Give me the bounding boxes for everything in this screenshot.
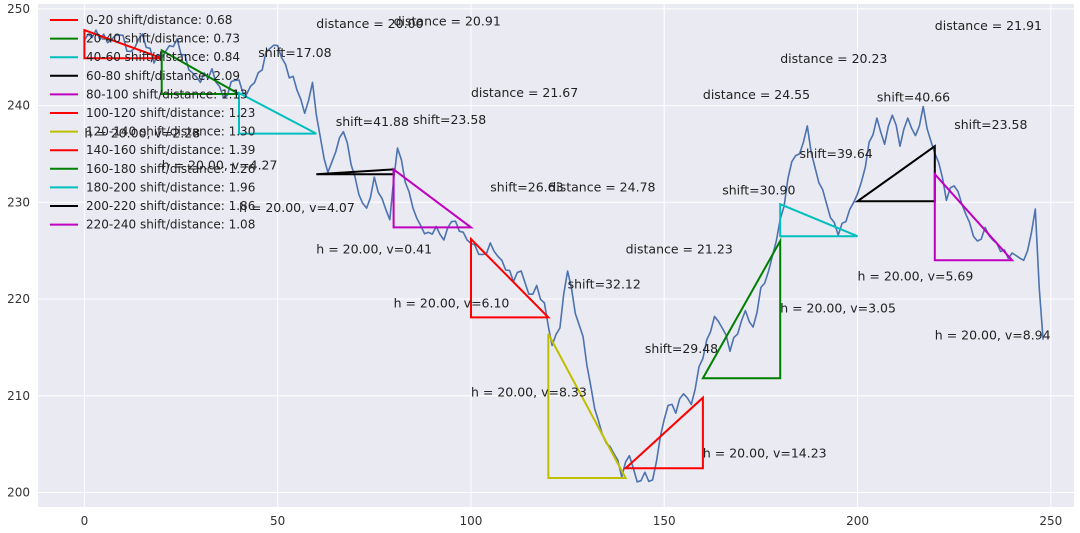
y-tick-label: 220	[7, 292, 30, 306]
y-tick-label: 240	[7, 99, 30, 113]
x-tick-label: 50	[270, 514, 285, 528]
triangle-220-240	[933, 171, 1015, 262]
triangle-120-140	[547, 333, 628, 479]
annotation-label: h = 20.00, v=6.10	[394, 296, 510, 311]
triangle-160-180	[701, 237, 782, 380]
triangle-180-200	[779, 202, 858, 238]
annotation-label: h = 20.00, v=14.23	[703, 446, 827, 461]
annotation-label: shift=17.08	[258, 45, 331, 60]
y-axis-ticks: 200 210 220 230 240 250	[7, 2, 30, 500]
annotation-label: shift=39.64	[800, 146, 873, 161]
legend-label: 60-80 shift/distance: 2.09	[86, 69, 240, 83]
annotation-label: h = 20.00, v=2.28	[84, 126, 200, 141]
triangle-80-100	[392, 167, 475, 229]
legend-label: 80-100 shift/distance: 1.13	[86, 87, 248, 101]
x-tick-label: 0	[81, 514, 89, 528]
annotation-label: shift=30.90	[722, 183, 795, 198]
annotation-label: distance = 20.91	[394, 13, 501, 28]
legend-label: 220-240 shift/distance: 1.08	[86, 218, 255, 232]
annotation-label: h = 20.00, v=8.33	[471, 385, 587, 400]
legend-label: 120-140 shift/distance: 1.30	[86, 125, 255, 139]
triangle-0-20	[83, 28, 163, 60]
annotation-label: h = 20.00, v=0.41	[316, 242, 432, 257]
legend-label: 40-60 shift/distance: 0.84	[86, 50, 240, 64]
x-axis-ticks: 0 50 100 150 200 250	[81, 514, 1063, 528]
legend-label: 0-20 shift/distance: 0.68	[86, 13, 232, 27]
annotation-label: distance = 20.23	[780, 51, 887, 66]
annotation-label: h = 20.00, v=5.69	[858, 269, 974, 284]
x-tick-label: 200	[846, 514, 869, 528]
annotation-label: distance = 21.67	[471, 85, 578, 100]
annotation-label: shift=29.48	[645, 341, 718, 356]
plot-background	[38, 4, 1074, 507]
legend-label: 200-220 shift/distance: 1.86	[86, 199, 255, 213]
triangle-overlays	[83, 28, 1015, 479]
annotation-label: h = 20.00, v=4.27	[162, 157, 278, 172]
legend-label: 20-40 shift/distance: 0.73	[86, 32, 240, 46]
annotation-label: shift=26.63	[490, 180, 563, 195]
annotation-label: h = 20.00, v=8.94	[935, 328, 1051, 343]
triangle-40-60	[238, 91, 317, 135]
annotation-label: distance = 21.23	[626, 242, 733, 257]
x-tick-label: 100	[460, 514, 483, 528]
x-tick-label: 150	[653, 514, 676, 528]
annotation-label: distance = 20.00	[316, 16, 423, 31]
legend-label: 100-120 shift/distance: 1.23	[86, 106, 255, 120]
annotation-label: h = 20.00, v=3.05	[780, 301, 896, 316]
price-line	[83, 29, 1044, 483]
triangle-20-40	[160, 48, 243, 95]
triangle-100-120	[470, 236, 551, 319]
legend-label: 160-180 shift/distance: 1.26	[86, 162, 255, 176]
y-tick-label: 230	[7, 195, 30, 209]
annotation-label: distance = 21.91	[935, 18, 1042, 33]
triangle-140-160	[623, 395, 704, 470]
annotation-label: shift=32.12	[568, 276, 641, 291]
annotation-label: shift=41.88	[336, 114, 409, 129]
annotation-label: shift=23.58	[413, 112, 486, 127]
y-tick-label: 210	[7, 389, 30, 403]
y-tick-label: 200	[7, 485, 30, 499]
price-series	[83, 29, 1044, 483]
annotation-label: shift=40.66	[877, 90, 950, 105]
x-tick-label: 250	[1039, 514, 1062, 528]
annotation-label: shift=23.58	[954, 117, 1027, 132]
legend-label: 140-160 shift/distance: 1.39	[86, 143, 255, 157]
legend-label: 180-200 shift/distance: 1.96	[86, 180, 255, 194]
legend: 0-20 shift/distance: 0.68 20-40 shift/dis…	[50, 13, 255, 232]
annotation-label: distance = 24.55	[703, 87, 810, 102]
annotation-label: distance = 24.78	[548, 180, 655, 195]
annotation-label: h = 20.00, v=4.07	[239, 200, 355, 215]
y-tick-label: 250	[7, 2, 30, 16]
